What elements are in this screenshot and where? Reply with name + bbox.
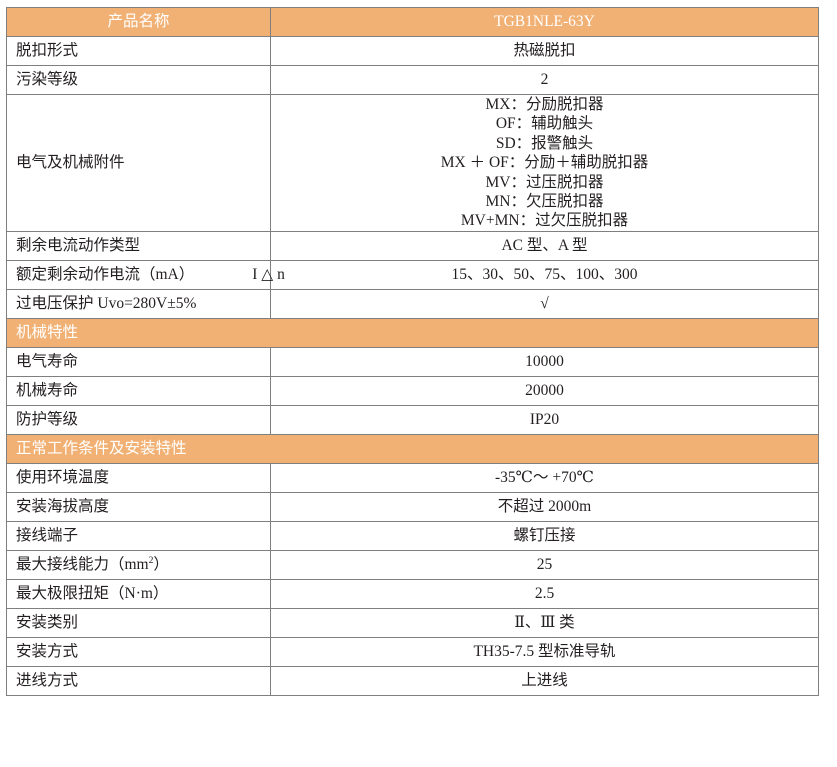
table-row: 安装方式 TH35-7.5 型标准导轨: [6, 636, 819, 667]
row-label-pollution-degree: 污染等级: [6, 65, 271, 95]
row-value-pollution-degree: 2: [270, 65, 819, 95]
row-value-electrical-life: 10000: [270, 346, 819, 377]
row-label-overvoltage-protection: 过电压保护 Uvo=280V±5%: [6, 288, 271, 319]
table-row: 额定剩余动作电流（mA） I △ n 15、30、50、75、100、300: [6, 259, 819, 290]
section-header-row-mechanical: 机械特性: [6, 317, 819, 348]
table-row: 最大极限扭矩（N·m） 2.5: [6, 578, 819, 609]
row-value-altitude: 不超过 2000m: [270, 491, 819, 522]
section-title-mechanical: 机械特性: [6, 317, 819, 348]
row-value-overvoltage-protection: √: [270, 288, 819, 319]
table-row: 安装海拔高度 不超过 2000m: [6, 491, 819, 522]
section-header-row-operating: 正常工作条件及安装特性: [6, 433, 819, 464]
row-value-max-torque: 2.5: [270, 578, 819, 609]
row-value-rated-residual-current: 15、30、50、75、100、300: [270, 259, 819, 290]
accessory-line: MV+MN：过欠压脱扣器: [460, 212, 629, 230]
row-label-accessories: 电气及机械附件: [6, 94, 271, 232]
table-row-accessories: 电气及机械附件 MX：分励脱扣器 OF：辅助触头 SD：报警触头 MX ＋ OF…: [6, 94, 819, 232]
accessory-line: MX：分励脱扣器: [485, 96, 604, 113]
table-row: 安装类别 Ⅱ、Ⅲ 类: [6, 607, 819, 638]
row-value-ambient-temperature: -35℃～ +70℃: [270, 462, 819, 493]
row-value-incoming-line: 上进线: [270, 665, 819, 696]
row-label-installation-category: 安装类别: [6, 607, 271, 638]
header-value-product-model: TGB1NLE-63Y: [270, 7, 819, 37]
table-row: 使用环境温度 -35℃～ +70℃: [6, 462, 819, 493]
row-value-installation-category: Ⅱ、Ⅲ 类: [270, 607, 819, 638]
row-label-electrical-life: 电气寿命: [6, 346, 271, 377]
row-label-rated-residual-current-text: 额定剩余动作电流（mA）: [16, 265, 195, 283]
accessory-line: SD：报警触头: [495, 134, 594, 152]
table-row: 剩余电流动作类型 AC 型、A 型: [6, 230, 819, 261]
row-label-ambient-temperature: 使用环境温度: [6, 462, 271, 493]
row-label-trip-type: 脱扣形式: [6, 36, 271, 66]
table-row: 机械寿命 20000: [6, 375, 819, 406]
row-value-residual-current-type: AC 型、A 型: [270, 230, 819, 261]
row-label-terminal: 接线端子: [6, 520, 271, 551]
row-label-max-torque: 最大极限扭矩（N·m）: [6, 578, 271, 609]
row-label-installation-method: 安装方式: [6, 636, 271, 667]
row-value-mechanical-life: 20000: [270, 375, 819, 406]
table-row: 脱扣形式 热磁脱扣: [6, 36, 819, 66]
row-value-protection-degree: IP20: [270, 404, 819, 435]
product-specification-table: 产品名称 TGB1NLE-63Y 脱扣形式 热磁脱扣 污染等级 2 电气及机械附…: [6, 7, 819, 696]
row-label-protection-degree: 防护等级: [6, 404, 271, 435]
table-header-row: 产品名称 TGB1NLE-63Y: [6, 7, 819, 37]
accessory-line: MX ＋ OF：分励＋辅助脱扣器: [440, 154, 649, 172]
row-value-installation-method: TH35-7.5 型标准导轨: [270, 636, 819, 667]
accessory-line: MN：欠压脱扣器: [485, 192, 604, 210]
row-label-residual-current-type: 剩余电流动作类型: [6, 230, 271, 261]
table-row: 进线方式 上进线: [6, 665, 819, 696]
row-label-incoming-line: 进线方式: [6, 665, 271, 696]
row-label-max-wire-capacity-post: ）: [153, 555, 169, 573]
row-value-trip-type: 热磁脱扣: [270, 36, 819, 66]
row-label-altitude: 安装海拔高度: [6, 491, 271, 522]
table-row: 接线端子 螺钉压接: [6, 520, 819, 551]
row-value-max-wire-capacity: 25: [270, 549, 819, 580]
row-value-terminal: 螺钉压接: [270, 520, 819, 551]
row-label-rated-residual-current-symbol: I △ n: [252, 265, 285, 283]
row-label-max-wire-capacity: 最大接线能力（mm2）: [6, 549, 271, 580]
row-value-accessories: MX：分励脱扣器 OF：辅助触头 SD：报警触头 MX ＋ OF：分励＋辅助脱扣…: [270, 94, 819, 232]
header-label-product-name: 产品名称: [6, 7, 271, 37]
table-row: 防护等级 IP20: [6, 404, 819, 435]
row-label-max-wire-capacity-pre: 最大接线能力（mm: [16, 555, 149, 573]
table-row: 最大接线能力（mm2） 25: [6, 549, 819, 580]
table-row: 电气寿命 10000: [6, 346, 819, 377]
row-label-max-wire-capacity-sup: 2: [148, 554, 154, 566]
table-row: 污染等级 2: [6, 65, 819, 95]
row-label-rated-residual-current: 额定剩余动作电流（mA） I △ n: [6, 259, 285, 290]
accessory-line: OF：辅助触头: [495, 115, 594, 133]
table-row: 过电压保护 Uvo=280V±5% √: [6, 288, 819, 319]
section-title-operating: 正常工作条件及安装特性: [6, 433, 819, 464]
accessory-line: MV：过压脱扣器: [485, 173, 604, 191]
row-label-mechanical-life: 机械寿命: [6, 375, 271, 406]
